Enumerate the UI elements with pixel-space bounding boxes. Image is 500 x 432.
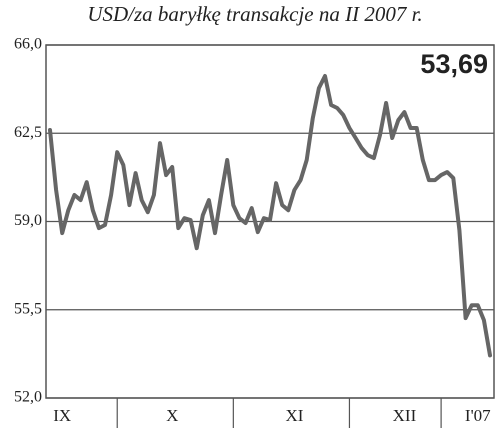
annotation: 53,69 (420, 49, 488, 79)
x-tick-label: XI (285, 406, 303, 425)
price-line (48, 74, 492, 358)
x-tick-label: I'07 (465, 406, 491, 425)
x-tick-label: IX (53, 406, 71, 425)
y-tick-label: 52,0 (14, 389, 42, 406)
chart-title: USD/za baryłkę transakcje na II 2007 r. (87, 2, 422, 26)
y-tick-label: 55,5 (14, 300, 42, 317)
x-tick-label: X (166, 406, 178, 425)
y-tick-label: 66,0 (14, 36, 42, 53)
y-tick-label: 62,5 (14, 124, 42, 141)
x-tick-label: XII (393, 406, 417, 425)
y-tick-label: 59,0 (14, 212, 42, 229)
